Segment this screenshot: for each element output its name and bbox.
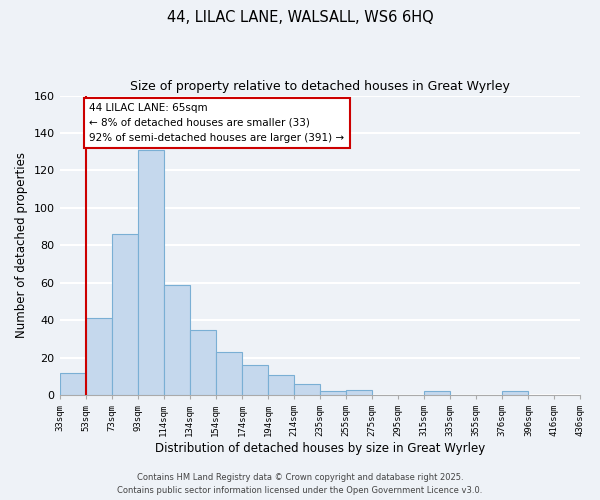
Bar <box>320 392 346 395</box>
Title: Size of property relative to detached houses in Great Wyrley: Size of property relative to detached ho… <box>130 80 510 93</box>
Bar <box>346 390 372 395</box>
Y-axis label: Number of detached properties: Number of detached properties <box>15 152 28 338</box>
Text: 44, LILAC LANE, WALSALL, WS6 6HQ: 44, LILAC LANE, WALSALL, WS6 6HQ <box>167 10 433 25</box>
Bar <box>502 392 529 395</box>
Text: 44 LILAC LANE: 65sqm
← 8% of detached houses are smaller (33)
92% of semi-detach: 44 LILAC LANE: 65sqm ← 8% of detached ho… <box>89 103 344 142</box>
Bar <box>216 352 242 395</box>
Bar <box>294 384 320 395</box>
X-axis label: Distribution of detached houses by size in Great Wyrley: Distribution of detached houses by size … <box>155 442 485 455</box>
Bar <box>242 365 268 395</box>
Bar <box>86 318 112 395</box>
Bar <box>112 234 137 395</box>
Bar <box>137 150 164 395</box>
Bar <box>59 372 86 395</box>
Text: Contains HM Land Registry data © Crown copyright and database right 2025.
Contai: Contains HM Land Registry data © Crown c… <box>118 474 482 495</box>
Bar <box>190 330 216 395</box>
Bar <box>268 374 294 395</box>
Bar <box>164 284 190 395</box>
Bar <box>424 392 450 395</box>
